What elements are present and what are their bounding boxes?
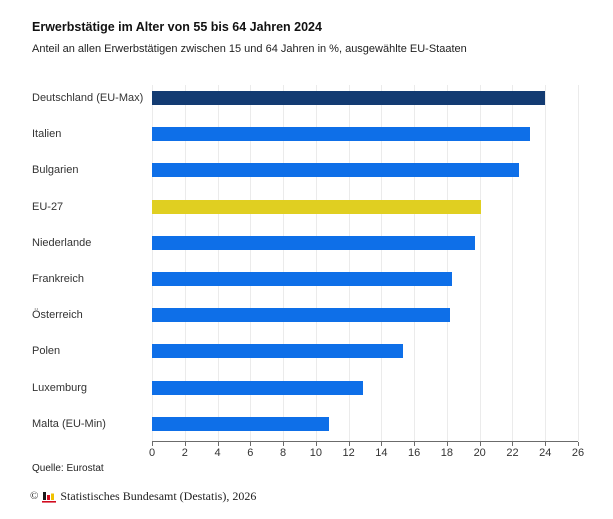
gridline: [512, 85, 514, 441]
tick-mark: [315, 442, 317, 446]
destatis-logo-icon: [42, 491, 57, 503]
gridline: [283, 85, 285, 441]
copyright-line: © Statistisches Bundesamt (Destatis), 20…: [30, 489, 256, 504]
plot-area: [152, 85, 579, 446]
gridline: [348, 85, 350, 441]
tick-mark: [184, 442, 186, 446]
chart-subtitle: Anteil an allen Erwerbstätigen zwischen …: [32, 43, 467, 55]
chart-header: Erwerbstätige im Alter von 55 bis 64 Jah…: [0, 0, 613, 56]
x-tick-label: 2: [181, 447, 188, 459]
category-label: Niederlande: [32, 236, 92, 249]
x-tick-label: 16: [408, 447, 421, 459]
x-tick-label: 22: [506, 447, 519, 459]
category-label: Italien: [32, 128, 62, 141]
x-tick-label: 12: [342, 447, 355, 459]
x-tick-label: 26: [571, 447, 585, 459]
copyright-symbol: ©: [30, 490, 39, 502]
x-tick-label: 6: [247, 447, 254, 459]
tick-mark: [381, 442, 383, 446]
gridline: [446, 85, 448, 441]
bar: [152, 416, 329, 431]
x-tick-label: 0: [148, 447, 156, 459]
bar: [152, 199, 482, 214]
bar: [152, 91, 546, 105]
gridline: [578, 85, 579, 441]
category-label: Polen: [32, 345, 61, 358]
category-label: Frankreich: [32, 273, 84, 285]
x-tick-label: 18: [440, 447, 454, 459]
gridline: [315, 85, 317, 441]
tick-mark: [250, 442, 252, 446]
gridline: [545, 85, 547, 441]
tick-mark: [578, 442, 579, 446]
tick-mark: [545, 442, 547, 446]
bar: [152, 380, 364, 395]
gridline: [217, 85, 219, 441]
tick-mark: [348, 442, 350, 446]
tick-mark: [479, 442, 481, 446]
gridline: [184, 85, 186, 441]
category-label: Luxemburg: [32, 381, 88, 394]
tick-mark: [283, 442, 285, 446]
x-tick-label: 8: [280, 447, 287, 459]
x-tick-label: 10: [309, 447, 322, 459]
bar-chart: Deutschland (EU-Max) Italien Bulgarien EU-2…: [0, 85, 613, 466]
category-label: Malta (EU-Min): [32, 417, 106, 430]
x-tick-label: 4: [214, 447, 221, 459]
tick-mark: [152, 442, 153, 446]
x-tick-label: 24: [539, 447, 552, 459]
tick-mark: [512, 442, 514, 446]
gridline: [479, 85, 481, 441]
gridline: [381, 85, 383, 441]
tick-mark: [217, 442, 219, 446]
gridline: [152, 85, 153, 441]
gridline: [414, 85, 416, 441]
bar: [152, 163, 519, 178]
source-note: Quelle: Eurostat: [32, 463, 104, 474]
bar: [152, 235, 475, 250]
tick-mark: [414, 442, 416, 446]
category-label: Bulgarien: [32, 164, 79, 177]
bar: [152, 127, 531, 142]
category-label: Österreich: [32, 309, 83, 322]
x-tick-label: 20: [473, 447, 486, 459]
category-label: EU-27: [32, 200, 64, 213]
bar: [152, 272, 452, 286]
bar: [152, 344, 403, 359]
copyright-text: Statistisches Bundesamt (Destatis), 2026: [60, 489, 257, 503]
category-label: Deutschland (EU-Max): [32, 92, 144, 104]
x-tick-label: 14: [375, 447, 388, 459]
chart-title: Erwerbstätige im Alter von 55 bis 64 Jah…: [32, 20, 322, 34]
bar: [152, 308, 451, 323]
tick-mark: [446, 442, 448, 446]
gridline: [250, 85, 252, 441]
